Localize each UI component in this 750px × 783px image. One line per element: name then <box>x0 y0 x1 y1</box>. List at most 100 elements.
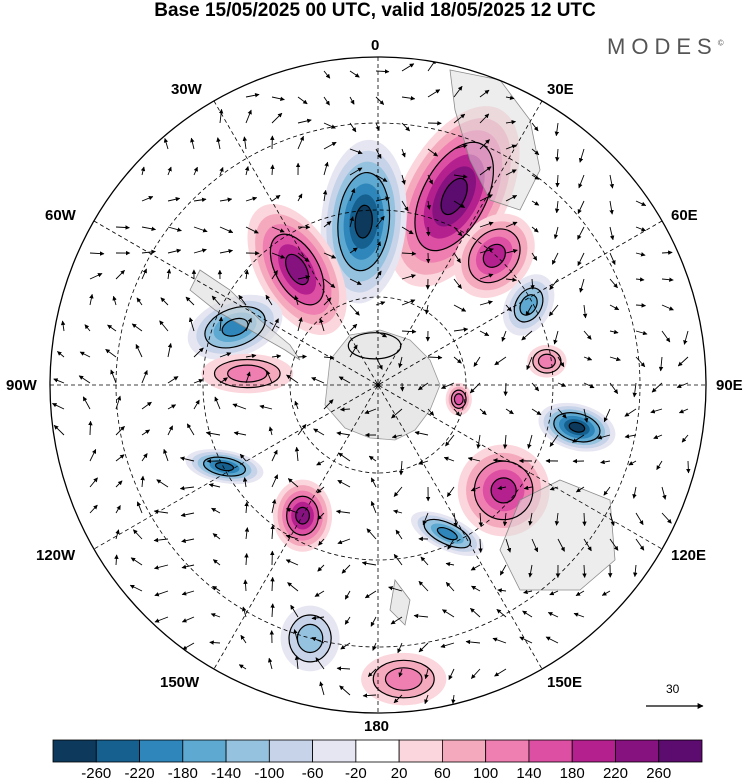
wind-vector-221 <box>583 356 593 361</box>
wind-vector-326 <box>140 475 145 488</box>
wind-vector-16 <box>218 108 224 124</box>
wind-vector-255 <box>193 399 200 410</box>
wind-vector-40 <box>427 148 438 157</box>
wind-vector-166 <box>424 304 430 315</box>
wind-vector-47 <box>140 166 146 176</box>
wind-vector-369 <box>661 512 672 524</box>
wind-vector-281 <box>205 431 221 436</box>
wind-vector-421 <box>364 590 377 599</box>
wind-vector-274 <box>678 408 689 414</box>
wind-vector-256 <box>214 396 221 410</box>
wind-vector-73 <box>322 189 328 202</box>
colorbar-swatch-14 <box>658 739 703 763</box>
wind-vector-234 <box>266 370 273 384</box>
wind-vector-414 <box>181 590 195 596</box>
wind-vector-284 <box>297 423 307 436</box>
wind-vector-138 <box>297 275 311 280</box>
wind-vector-182 <box>218 316 224 332</box>
wind-vector-303 <box>163 448 169 462</box>
wind-vector-232 <box>219 377 228 384</box>
wind-vector-171 <box>548 304 559 317</box>
meridian-30w-150e <box>213 100 543 670</box>
wind-vector-94 <box>323 220 332 228</box>
wind-vector-329 <box>208 483 221 488</box>
wind-vector-341 <box>523 485 533 490</box>
wind-vector-426 <box>497 588 507 593</box>
lon-label-30e: 30E <box>547 81 574 98</box>
wind-vector-442 <box>442 609 455 618</box>
wind-vector-147 <box>530 278 535 290</box>
wind-vector-417 <box>270 576 275 592</box>
wind-vector-136 <box>244 269 249 280</box>
brand-name: MODES <box>607 34 718 59</box>
wind-vector-270 <box>583 408 589 423</box>
wind-vector-52 <box>270 164 275 176</box>
wind-vector-420 <box>344 590 351 600</box>
wind-vector-39 <box>401 148 406 158</box>
lon-label-0: 0 <box>371 37 380 54</box>
wind-vector-430 <box>601 590 611 596</box>
wind-vector-100 <box>479 221 494 228</box>
wind-vector-19 <box>297 118 312 124</box>
wind-vector-425 <box>471 585 481 592</box>
wind-vector-183 <box>245 317 252 332</box>
wind-vector-371 <box>132 529 143 540</box>
wind-vector-345 <box>632 486 637 499</box>
contour-cell-3-2 <box>204 306 266 349</box>
wind-vector-209 <box>271 354 282 359</box>
wind-vector-58 <box>427 174 433 185</box>
wind-vector-35 <box>297 135 304 150</box>
vector-scale-label: 30 <box>666 682 680 696</box>
wind-vector-401 <box>361 561 377 566</box>
wind-vector-248 <box>651 382 663 393</box>
wind-vector-131 <box>115 269 125 280</box>
wind-vector-119 <box>401 251 417 256</box>
wind-vector-152 <box>661 277 674 282</box>
wind-vector-51 <box>244 166 250 176</box>
wind-vector-304 <box>179 456 195 462</box>
colorbar-label-3: -140 <box>211 765 242 782</box>
anomaly-cell-1-ring-6 <box>355 205 373 238</box>
wind-vector-406 <box>499 564 507 576</box>
wind-vector-129 <box>661 250 673 255</box>
wind-vector-124 <box>531 252 538 261</box>
wind-vector-218 <box>494 356 507 366</box>
wind-vector-149 <box>579 278 585 293</box>
wind-vector-26 <box>479 113 490 124</box>
wind-vector-416 <box>243 579 248 592</box>
wind-vector-8 <box>323 96 330 106</box>
wind-vector-477 <box>393 694 403 704</box>
wind-vector-90 <box>219 226 234 234</box>
wind-vector-405 <box>470 564 481 571</box>
wind-vector-101 <box>505 221 518 228</box>
wind-vector-258 <box>259 404 273 410</box>
wind-vector-174 <box>635 303 647 308</box>
wind-vector-431 <box>154 616 169 623</box>
wind-vector-344 <box>603 486 611 496</box>
wind-vector-185 <box>297 317 303 332</box>
wind-vector-151 <box>635 277 645 282</box>
wind-vector-27 <box>505 119 516 125</box>
wind-vector-464 <box>267 657 273 670</box>
wind-vector-334 <box>337 479 351 488</box>
wind-vector-64 <box>578 174 585 189</box>
wind-vector-357 <box>335 509 351 514</box>
colorbar-label-4: -100 <box>254 765 285 782</box>
wind-vector-203 <box>105 348 117 358</box>
wind-vector-434 <box>242 606 247 618</box>
contour-cell-11-5 <box>214 461 235 472</box>
wind-vector-340 <box>497 485 507 491</box>
colorbar-label-1: -220 <box>124 765 155 782</box>
wind-vector-145 <box>479 273 494 280</box>
wind-vector-201 <box>57 351 65 358</box>
wind-vector-175 <box>661 304 674 311</box>
wind-vector-122 <box>479 247 494 254</box>
wind-vector-125 <box>551 252 559 265</box>
wind-vector-85 <box>635 200 647 206</box>
colorbar-label-5: -60 <box>301 765 324 782</box>
wind-vector-243 <box>531 382 540 392</box>
wind-vector-123 <box>505 248 518 254</box>
wind-vector-92 <box>271 226 285 233</box>
wind-vector-283 <box>268 426 274 436</box>
